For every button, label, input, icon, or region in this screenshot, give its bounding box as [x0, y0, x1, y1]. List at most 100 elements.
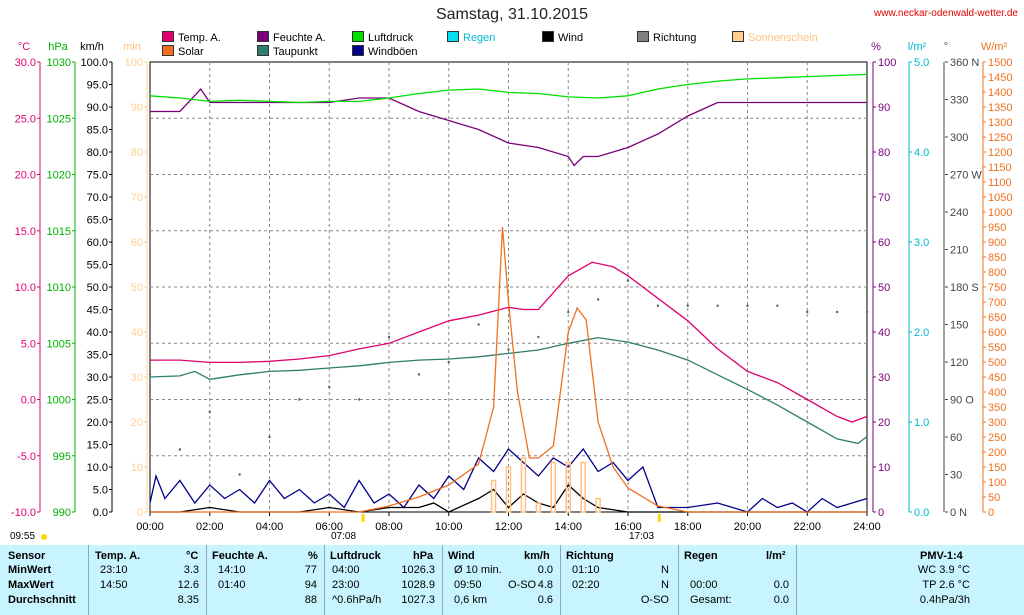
x-tick-label: 14:00	[554, 521, 582, 533]
axis-unit-pressure: hPa	[48, 41, 68, 53]
stats-rain-time: Gesamt:	[690, 594, 732, 606]
series-sonnenschein-bar	[490, 479, 497, 513]
legend-label: Feuchte A.	[273, 32, 326, 44]
solar-tick: 700	[988, 297, 1006, 309]
axis-unit-sunshine: min	[123, 41, 141, 53]
solar-tick: 900	[988, 237, 1006, 249]
humidity-tick: 20	[878, 417, 890, 429]
legend-swatch	[352, 31, 364, 42]
sunshine-tick: 80	[131, 147, 143, 159]
wind-tick: 15.0	[87, 440, 108, 452]
humidity-tick: 40	[878, 327, 890, 339]
series-sonnenschein-bar	[535, 502, 542, 513]
sunshine-tick: 70	[131, 192, 143, 204]
x-tick-label: 20:00	[734, 521, 762, 533]
stats-dir: O-SO	[640, 594, 669, 606]
series-richtung-point	[178, 448, 182, 451]
legend-item: Taupunkt	[257, 45, 318, 58]
sunshine-tick: 40	[131, 327, 143, 339]
rain-tick: 4.0	[914, 147, 929, 159]
solar-tick: 1050	[988, 192, 1012, 204]
stats-label: MaxWert	[8, 579, 54, 591]
series-richtung-point	[447, 360, 450, 364]
legend-label: Sonnenschein	[748, 32, 818, 44]
x-tick-label: 24:00	[853, 521, 881, 533]
wind-tick: 90.0	[87, 102, 108, 114]
solar-tick: 1500	[988, 57, 1012, 69]
x-tick-label: 12:00	[495, 521, 523, 533]
stats-press: 1026.3	[401, 564, 435, 576]
hdr-pmv: PMV-1:4	[920, 550, 963, 562]
direction-tick: 210	[950, 245, 968, 257]
series-sonnenschein-bar	[595, 497, 601, 513]
legend-item: Richtung	[637, 31, 696, 44]
solar-tick: 600	[988, 327, 1006, 339]
temp-tick: 30.0	[15, 57, 36, 69]
hdr-wind-unit: km/h	[524, 550, 550, 562]
direction-tick: 60	[950, 432, 962, 444]
humidity-tick: 80	[878, 147, 890, 159]
temp-tick: 5.0	[21, 338, 36, 350]
rain-tick: 5.0	[914, 57, 929, 69]
x-tick-label: 00:00	[136, 521, 164, 533]
direction-tick: 90 O	[950, 395, 974, 407]
wind-tick: 70.0	[87, 192, 108, 204]
stats-wind-time: 09:50	[454, 579, 482, 591]
hdr-wind: Wind	[448, 550, 475, 562]
series-richtung-point	[567, 310, 570, 314]
hdr-humidity: Feuchte A.	[212, 550, 268, 562]
sunshine-tick: 10	[131, 462, 143, 474]
series-richtung-point	[328, 385, 331, 389]
stats-label: Durchschnitt	[8, 594, 76, 606]
legend-swatch	[732, 31, 744, 42]
solar-tick: 800	[988, 267, 1006, 279]
legend-item: Solar	[162, 45, 204, 58]
series-richtung-point	[387, 335, 391, 339]
temp-tick: -5.0	[17, 451, 36, 463]
stats-wind-dir: O-SO	[508, 579, 537, 591]
hdr-pressure-unit: hPa	[413, 550, 434, 562]
solar-tick: 1000	[988, 207, 1012, 219]
stats-dir-time: 01:10	[572, 564, 600, 576]
solar-tick: 550	[988, 342, 1006, 354]
sunset-marker	[657, 514, 661, 522]
stats-rain: 0.0	[773, 594, 789, 606]
temp-tick: -10.0	[11, 507, 36, 519]
solar-tick: 100	[988, 477, 1006, 489]
pressure-tick: 1020	[47, 170, 71, 182]
sunset-time: 17:03	[629, 531, 655, 542]
temp-tick: 20.0	[15, 170, 36, 182]
solar-tick: 650	[988, 312, 1006, 324]
direction-tick: 30	[950, 470, 962, 482]
direction-tick: 120	[950, 357, 968, 369]
solar-tick: 1250	[988, 132, 1012, 144]
pressure-tick: 1025	[47, 113, 71, 125]
series-richtung-point	[746, 304, 749, 307]
stats-press: 1027.3	[401, 594, 435, 606]
legend-item: Windböen	[352, 45, 418, 58]
series-richtung-point	[835, 310, 839, 314]
site-link[interactable]: www.neckar-odenwald-wetter.de	[874, 8, 1018, 19]
stats-wind: 4.8	[537, 579, 553, 591]
direction-tick: 240	[950, 207, 968, 219]
axis-unit-temp: °C	[18, 41, 30, 53]
series-richtung-point	[298, 398, 301, 401]
humidity-tick: 0	[878, 507, 884, 519]
axis-unit-wind: km/h	[80, 41, 104, 53]
legend-item: Luftdruck	[352, 31, 413, 44]
solar-tick: 950	[988, 222, 1006, 234]
sunshine-tick: 60	[131, 237, 143, 249]
x-tick-label: 10:00	[435, 521, 463, 533]
pressure-tick: 1000	[47, 395, 71, 407]
sunshine-tick: 90	[131, 102, 143, 114]
wind-tick: 5.0	[93, 485, 108, 497]
sunrise-marker	[361, 514, 365, 522]
stats-press-time: 23:00	[332, 579, 360, 591]
series-richtung-point	[656, 304, 660, 307]
legend-item: Regen	[447, 31, 495, 44]
legend-label: Temp. A.	[178, 32, 221, 44]
direction-tick: 180 S	[950, 282, 979, 294]
sunshine-tick: 50	[131, 282, 143, 294]
series-richtung-point	[357, 398, 361, 401]
legend-item: Temp. A.	[162, 31, 221, 44]
